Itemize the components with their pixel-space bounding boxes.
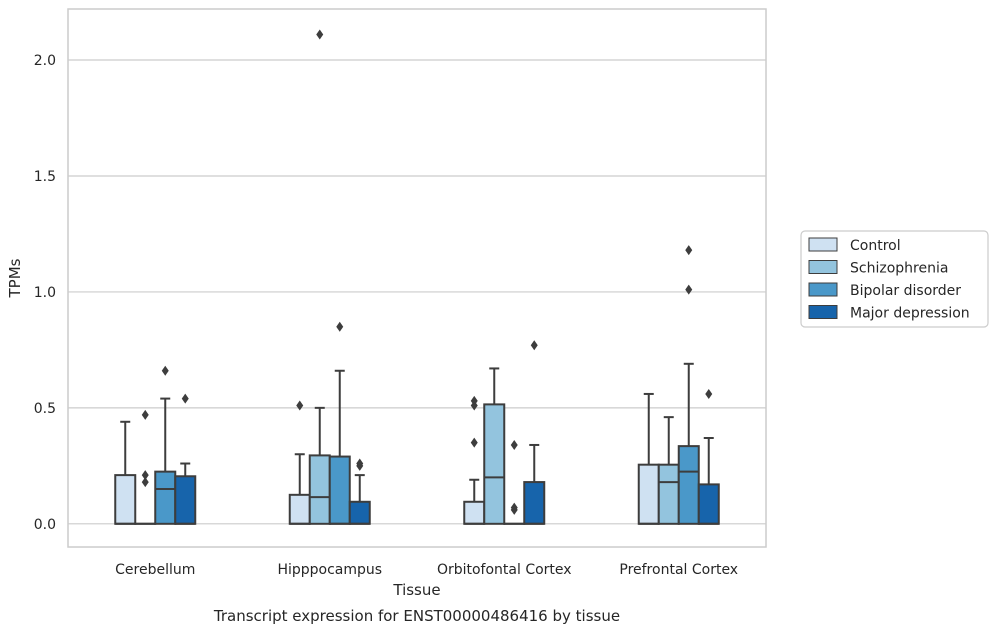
outlier-point [181,393,189,404]
legend-label: Major depression [850,306,970,322]
y-tick-label: 1.0 [34,285,56,301]
box [174,475,197,525]
plot-frame [67,8,767,548]
y-tick-label: 2.0 [34,53,56,69]
outlier-point [685,284,693,295]
outlier-point [470,437,478,448]
x-tick-labels: Cerebellum Hipppocampus Orbitofontal Corte… [115,562,738,578]
x-tick-label: Hipppocampus [277,562,382,578]
box [677,445,700,525]
outlier-point [510,439,518,450]
x-tick-label: Orbitofontal Cortex [437,562,572,578]
box [114,474,137,525]
box [483,403,506,525]
box-group [328,321,351,525]
box [308,454,331,525]
box-group [637,392,660,525]
box-group [657,416,680,525]
box [697,483,720,525]
legend-swatch [808,237,838,252]
box [154,470,177,525]
boxes [114,29,720,525]
box [463,500,486,525]
box-group [677,245,700,525]
box-group [134,409,157,525]
box-group [483,367,506,525]
box-group [348,458,371,525]
box-group [174,393,197,525]
y-tick-label: 0.0 [34,517,56,533]
outlier-point [316,29,324,40]
box-group [697,388,720,525]
outlier-point [161,365,169,376]
y-tick-labels: 0.0 0.5 1.0 1.5 2.0 [34,53,56,533]
legend-swatch [808,282,838,297]
legend-label: Bipolar disorder [850,283,961,299]
box-group [308,29,331,525]
box-group [114,420,137,525]
box [523,481,546,525]
box [657,463,680,525]
outlier-point [510,502,518,513]
outlier-point [356,458,364,469]
legend-label: Schizophrenia [850,261,948,277]
legend-swatch [808,305,838,319]
y-axis-label: TPMs [6,258,24,298]
legend-frame [800,230,989,328]
y-tick-label: 0.5 [34,401,56,417]
box [348,500,371,525]
legend-swatch [808,260,838,274]
box [288,493,311,525]
box [637,463,660,525]
box [328,455,351,525]
outlier-point [530,340,538,351]
outlier-point [336,321,344,332]
x-axis-label: Tissue [392,581,440,599]
outlier-point [296,400,304,411]
legend-label: Control [850,238,901,254]
outlier-point [141,470,149,481]
outlier-point [705,388,713,399]
box-group [154,365,177,525]
box-group [288,400,311,525]
box-group [463,395,486,525]
outlier-point [141,409,149,420]
outlier-point [685,245,693,256]
x-tick-label: Prefrontal Cortex [619,562,738,578]
gridlines [68,59,766,525]
outlier-point [470,395,478,406]
legend: Control Schizophrenia Bipolar disorder Majo… [800,230,989,328]
chart-caption: Transcript expression for ENST0000048641… [213,607,620,625]
box-group [503,439,526,525]
box-group [523,340,546,525]
x-tick-label: Cerebellum [115,562,195,578]
y-tick-label: 1.5 [34,169,56,185]
outlier-point [141,477,149,488]
